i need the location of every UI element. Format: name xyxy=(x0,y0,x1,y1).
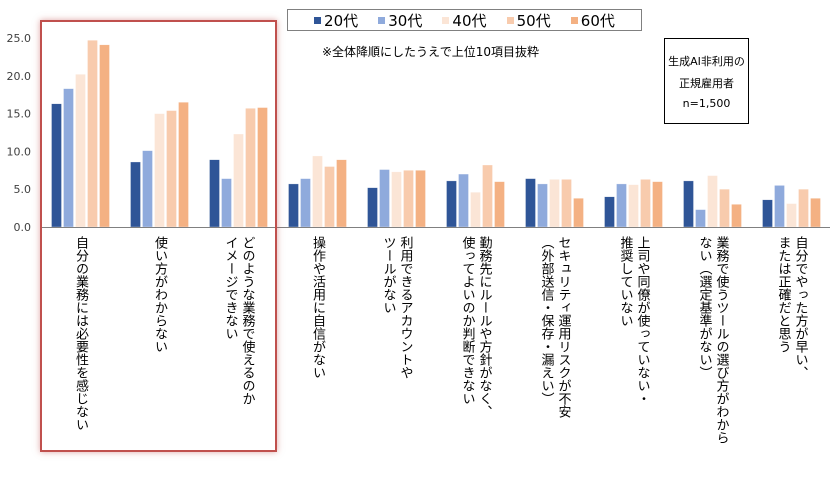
bar-60代-5 xyxy=(494,181,505,228)
bar-30代-5 xyxy=(458,173,469,228)
bar-20代-6 xyxy=(525,178,536,228)
legend-label: 40代 xyxy=(452,11,487,30)
y-tick-label: 5.0 xyxy=(14,183,32,196)
bar-40代-3 xyxy=(312,155,323,228)
legend-item: 60代 xyxy=(570,10,615,31)
x-category-label: セキュリティ運用リスクが不安 （外部送信・保存・漏えい） xyxy=(538,236,571,418)
bar-40代-5 xyxy=(470,191,481,228)
bar-30代-3 xyxy=(300,178,311,228)
bar-40代-9 xyxy=(786,203,797,228)
legend-item: 30代 xyxy=(378,10,422,31)
x-category-label: 使い方がわからない xyxy=(152,236,167,353)
sample-box: 生成AI非利用の 正規雇用者 n=1,500 xyxy=(664,38,749,124)
legend-swatch xyxy=(314,16,322,24)
bar-50代-7 xyxy=(640,179,651,228)
bar-60代-9 xyxy=(810,198,821,228)
bar-40代-6 xyxy=(549,179,560,228)
legend-item: 40代 xyxy=(442,10,487,31)
highlight-box xyxy=(40,20,277,452)
sample-line-2: 正規雇用者 xyxy=(679,76,734,90)
bar-20代-5 xyxy=(446,180,457,228)
y-tick-label: 20.0 xyxy=(7,70,32,83)
bar-20代-4 xyxy=(367,187,378,228)
bar-50代-9 xyxy=(798,188,809,228)
bar-30代-6 xyxy=(537,183,548,228)
bar-30代-8 xyxy=(695,209,706,228)
bar-60代-8 xyxy=(731,204,742,228)
bar-50代-5 xyxy=(482,164,493,228)
y-tick-label: 15.0 xyxy=(7,108,32,121)
sample-line-1: 生成AI非利用の xyxy=(668,54,745,68)
x-category-label: 業務で使うツールの選び方がわから ない（選定基準がない） xyxy=(696,236,729,444)
x-category-label: 上司や同僚が使っていない・ 推奨していない xyxy=(617,236,650,405)
x-category-label: 操作や活用に自信がない xyxy=(310,236,325,379)
legend-item: 50代 xyxy=(506,10,551,31)
legend: 20代 30代 40代 50代 60代 xyxy=(287,9,642,31)
legend-item: 20代 xyxy=(314,10,358,31)
legend-swatch xyxy=(378,16,386,24)
bar-60代-6 xyxy=(573,198,584,228)
bar-50代-3 xyxy=(324,166,335,228)
x-category-label: 自分でやった方が早い、 または正確だと思う xyxy=(775,236,808,379)
bar-40代-4 xyxy=(391,171,402,228)
bar-40代-8 xyxy=(707,175,718,228)
bar-60代-3 xyxy=(336,159,347,228)
bar-50代-8 xyxy=(719,188,730,228)
bar-30代-9 xyxy=(774,185,785,228)
x-category-label: 勤務先にルールや方針がなく、 使ってよいのか判断できない xyxy=(459,236,492,418)
bar-30代-4 xyxy=(379,169,390,228)
bar-60代-4 xyxy=(415,170,426,228)
legend-label: 50代 xyxy=(516,11,551,30)
note-text: ※全体降順にしたうえで上位10項目抜粋 xyxy=(322,45,539,59)
x-category-label: 自分の業務には必要性を感じない xyxy=(73,236,88,431)
y-tick-label: 25.0 xyxy=(7,32,32,45)
bar-40代-7 xyxy=(628,184,639,228)
x-category-label: 利用できるアカウントや ツールがない xyxy=(380,236,413,379)
bar-60代-7 xyxy=(652,181,663,228)
bar-50代-4 xyxy=(403,170,414,228)
y-tick-label: 0.0 xyxy=(14,221,32,234)
legend-label: 60代 xyxy=(580,11,615,30)
legend-label: 30代 xyxy=(388,11,423,30)
bar-50代-6 xyxy=(561,179,572,228)
bar-20代-7 xyxy=(604,196,615,228)
bar-30代-7 xyxy=(616,183,627,228)
y-tick-label: 10.0 xyxy=(7,145,32,158)
bar-20代-8 xyxy=(683,180,694,228)
legend-swatch xyxy=(570,16,578,24)
bar-20代-3 xyxy=(288,183,299,228)
legend-label: 20代 xyxy=(324,11,359,30)
x-category-label: どのような業務で使えるのか イメージできない xyxy=(222,236,255,405)
legend-swatch xyxy=(506,16,514,24)
legend-swatch xyxy=(442,16,450,24)
sample-line-3: n=1,500 xyxy=(682,96,731,110)
bar-20代-9 xyxy=(762,199,773,228)
